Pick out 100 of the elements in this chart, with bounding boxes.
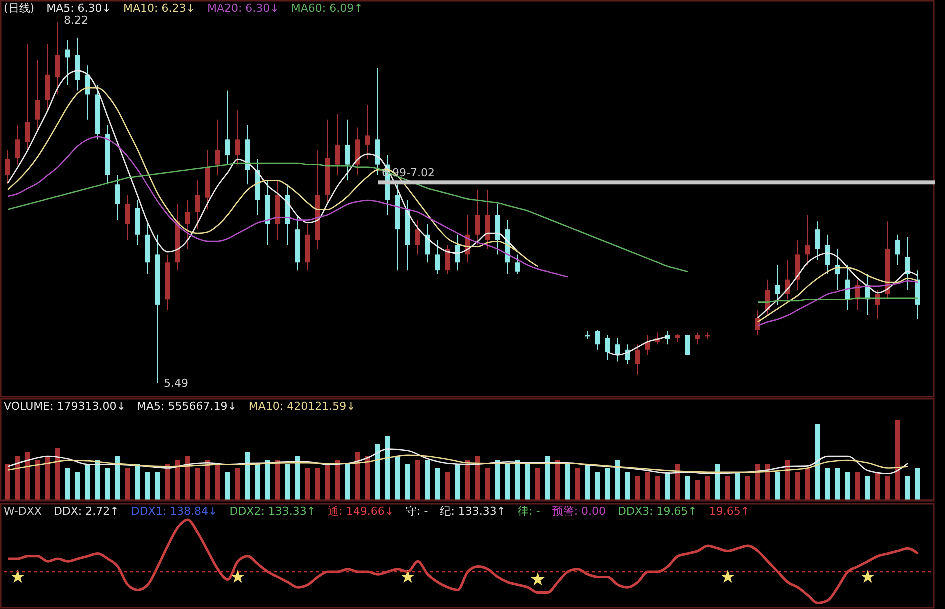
candlestick [596, 330, 600, 350]
candlestick [216, 119, 220, 176]
candlestick [416, 220, 420, 256]
bar [236, 468, 240, 500]
bar [136, 464, 140, 500]
bar [436, 468, 440, 500]
bar [336, 460, 340, 500]
candlestick [116, 174, 120, 221]
text: 守: - [406, 505, 428, 518]
bar [826, 468, 830, 500]
candlestick [776, 264, 780, 306]
candlestick [906, 237, 910, 291]
bar [596, 472, 600, 500]
text: DDX1: 138.84↓ [131, 505, 218, 518]
bar [196, 468, 200, 500]
bar [106, 468, 110, 500]
bar [486, 468, 490, 500]
candlestick [366, 104, 370, 160]
candlestick [516, 254, 520, 276]
bar [616, 460, 620, 500]
bar [466, 460, 470, 500]
bar [796, 472, 800, 500]
candlestick [806, 214, 810, 266]
annotation: 8.22 [64, 14, 88, 28]
bar [836, 468, 840, 500]
bar [26, 452, 30, 500]
bar [86, 464, 90, 500]
text: MA60: 6.09↑ [291, 2, 364, 15]
bar [676, 464, 680, 500]
candlestick [646, 334, 650, 356]
bar [716, 464, 720, 500]
bar [586, 464, 590, 500]
text: MA5: 6.30↓ [46, 2, 112, 15]
candlestick [636, 344, 640, 376]
candlestick [6, 150, 10, 186]
bar [706, 476, 710, 500]
bar [386, 436, 390, 500]
candlestick [226, 90, 230, 166]
bar [246, 452, 250, 500]
bar [786, 460, 790, 500]
bar [266, 460, 270, 500]
bar [56, 448, 60, 500]
bar [216, 464, 220, 500]
bar [856, 472, 860, 500]
candlestick [16, 124, 20, 166]
bar [656, 476, 660, 500]
bar [326, 464, 330, 500]
candlestick [66, 40, 70, 86]
annotation: 5.49 [164, 376, 188, 390]
text: W-DXX [4, 505, 42, 518]
bar [16, 456, 20, 500]
bar [256, 464, 260, 500]
candlestick [56, 22, 60, 96]
bar [146, 472, 150, 500]
candlestick [26, 44, 30, 151]
bar [756, 464, 760, 500]
bar [516, 460, 520, 500]
bar [806, 468, 810, 500]
bar [636, 476, 640, 500]
candlestick [346, 119, 350, 182]
bar [876, 472, 880, 500]
chart-title: (日线) [4, 2, 35, 15]
bar [536, 468, 540, 500]
bar [736, 472, 740, 500]
text: VOLUME: 179313.00↓ [4, 400, 126, 413]
bar [456, 464, 460, 500]
candlestick [446, 244, 450, 276]
bar [696, 480, 700, 500]
bar [96, 460, 100, 500]
text: MA10: 6.23↓ [124, 2, 196, 15]
candlestick [196, 180, 200, 230]
bar [546, 456, 550, 500]
bar [126, 468, 130, 500]
bar [296, 456, 300, 500]
candlestick [616, 338, 620, 362]
bar [906, 476, 910, 500]
text: MA5: 555667.19↓ [137, 400, 237, 413]
bar [886, 476, 890, 500]
bar [406, 464, 410, 500]
bar [156, 472, 160, 500]
bar [896, 420, 900, 500]
candlestick [696, 332, 700, 346]
bar [766, 464, 770, 500]
bar [226, 472, 230, 500]
bar [306, 468, 310, 500]
bar [866, 476, 870, 500]
candlestick [826, 234, 830, 276]
bar [276, 460, 280, 500]
candlestick [476, 189, 480, 246]
text: 19.65↑ [709, 505, 750, 518]
bar [346, 464, 350, 500]
bar [6, 464, 10, 500]
bar [686, 476, 690, 500]
candlestick [896, 234, 900, 266]
bar [506, 464, 510, 500]
bar [376, 444, 380, 500]
bar [46, 456, 50, 500]
bar [206, 460, 210, 500]
bar [36, 460, 40, 500]
bar [76, 472, 80, 500]
